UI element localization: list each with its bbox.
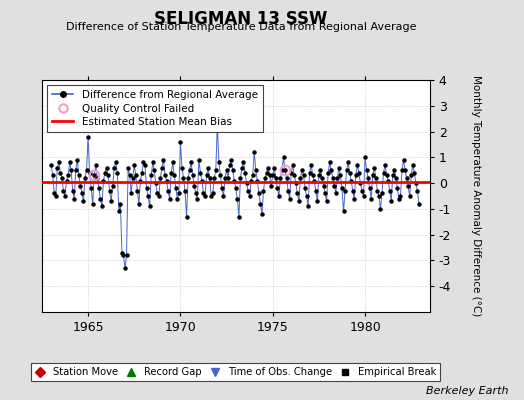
Y-axis label: Monthly Temperature Anomaly Difference (°C): Monthly Temperature Anomaly Difference (… (471, 75, 481, 317)
Text: SELIGMAN 13 SSW: SELIGMAN 13 SSW (155, 10, 328, 28)
Text: Berkeley Earth: Berkeley Earth (426, 386, 508, 396)
Text: Difference of Station Temperature Data from Regional Average: Difference of Station Temperature Data f… (66, 22, 416, 32)
Legend: Station Move, Record Gap, Time of Obs. Change, Empirical Break: Station Move, Record Gap, Time of Obs. C… (31, 363, 441, 381)
